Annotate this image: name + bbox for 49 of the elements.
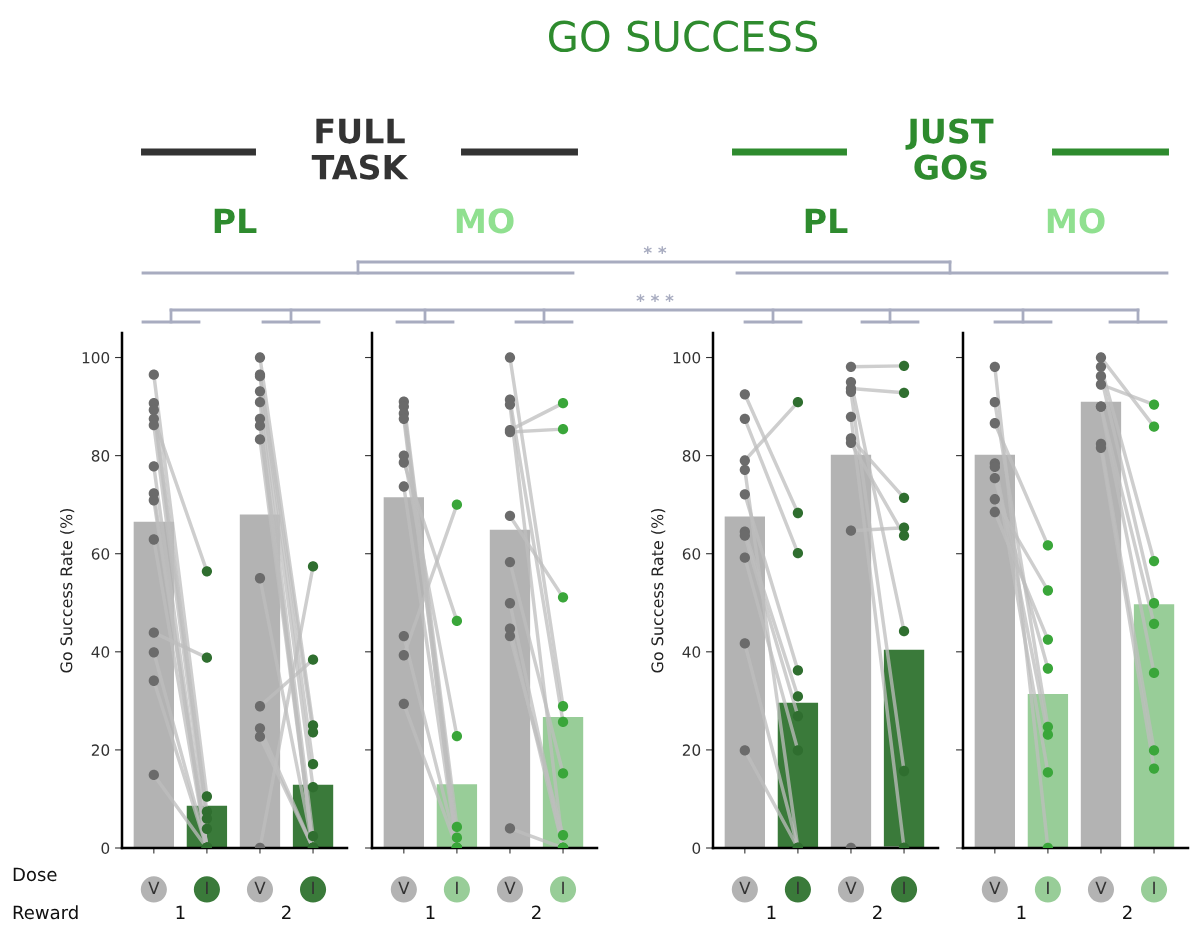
y-tick-label: 100 — [82, 351, 110, 364]
text: 1 — [1017, 905, 1026, 919]
y-tick-label: 40 — [91, 646, 110, 658]
text: Reward — [13, 905, 78, 920]
text: * * — [643, 246, 667, 254]
text: 2 — [1123, 905, 1132, 919]
x-tick-label: I — [456, 881, 458, 894]
y-tick-label: 80 — [682, 450, 701, 462]
text: * * * — [636, 294, 674, 302]
text: 2 — [282, 905, 291, 919]
x-tick-label: V — [1095, 881, 1107, 894]
x-tick-label: I — [1153, 881, 1155, 894]
text: 1 — [176, 905, 185, 919]
chart-title: MO — [1047, 208, 1105, 234]
x-tick-label: V — [148, 881, 160, 894]
x-tick-label: I — [903, 881, 905, 894]
text: Dose — [13, 867, 57, 882]
x-tick-label: V — [254, 881, 266, 894]
y-tick-label: 20 — [682, 744, 701, 756]
x-tick-label: V — [398, 881, 410, 894]
y-tick-label: 40 — [682, 646, 701, 658]
chart-title: MO — [456, 208, 514, 234]
y-tick-label: 80 — [91, 450, 110, 462]
x-tick-label: I — [1047, 881, 1049, 894]
y-axis-title: Go Success Rate (%) — [651, 508, 666, 673]
text: GO SUCCESS — [548, 20, 818, 53]
x-tick-label: I — [797, 881, 799, 894]
text: 1 — [426, 905, 435, 919]
x-tick-label: V — [845, 881, 857, 894]
y-tick-label: 60 — [682, 548, 701, 560]
y-tick-label: 100 — [673, 351, 701, 364]
y-axis-title: Go Success Rate (%) — [60, 508, 75, 673]
chart-subtitle: JUST GOs — [905, 118, 994, 180]
y-tick-label: 60 — [91, 548, 110, 560]
text: 2 — [532, 905, 541, 919]
text: 2 — [873, 905, 882, 919]
y-tick-label: 0 — [692, 842, 701, 855]
x-tick-label: V — [989, 881, 1001, 894]
text: 1 — [767, 905, 776, 919]
y-tick-label: 0 — [101, 842, 110, 855]
chart-title: PL — [214, 208, 257, 233]
x-tick-label: I — [312, 881, 314, 894]
x-tick-label: I — [562, 881, 564, 894]
x-tick-label: V — [739, 881, 751, 894]
chart-subtitle: FULL TASK — [311, 118, 409, 180]
chart-title: PL — [805, 208, 848, 233]
x-tick-label: V — [504, 881, 516, 894]
y-tick-label: 20 — [91, 744, 110, 756]
x-tick-label: I — [206, 881, 208, 894]
